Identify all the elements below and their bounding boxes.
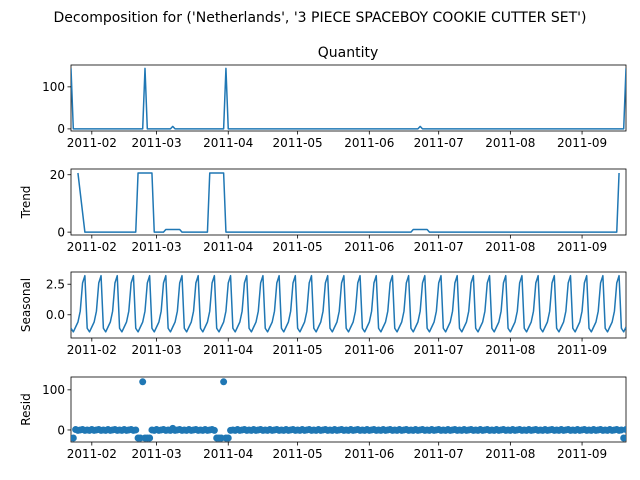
resid-point	[139, 378, 147, 386]
resid-point	[146, 434, 154, 442]
seasonal-axes-frame	[70, 271, 627, 339]
resid-point	[224, 434, 232, 442]
resid-ytick-label: 0	[57, 423, 65, 437]
resid-xtick-label: 2011-02	[67, 447, 117, 461]
trend-series-line	[77, 172, 620, 233]
resid-xtick-label: 2011-08	[485, 447, 535, 461]
resid-point	[210, 426, 218, 434]
seasonal-xtick-label: 2011-02	[67, 343, 117, 357]
resid-point	[71, 434, 77, 442]
seasonal-xtick-label: 2011-06	[344, 343, 394, 357]
resid-point	[220, 378, 228, 386]
observed-panel: 2011-02 2011-03 2011-04 2011-05 2011-06 2011-…	[42, 64, 627, 150]
seasonal-xtick-label: 2011-03	[131, 343, 181, 357]
trend-xtick-label: 2011-03	[131, 240, 181, 254]
decomposition-panels: 2011-02 2011-03 2011-04 2011-05 2011-06 2011-…	[19, 64, 627, 461]
trend-ylabel: Trend	[19, 186, 33, 220]
trend-xtick-label: 2011-02	[67, 240, 117, 254]
seasonal-series-line	[71, 274, 626, 333]
trend-xtick-label: 2011-05	[273, 240, 323, 254]
trend-ytick-label: 20	[50, 168, 65, 182]
seasonal-ytick-label: 2.5	[46, 278, 65, 292]
resid-xtick-label: 2011-05	[273, 447, 323, 461]
observed-xtick-label: 2011-07	[414, 136, 464, 150]
seasonal-xtick-label: 2011-07	[414, 343, 464, 357]
resid-point	[620, 434, 626, 442]
observed-panel-title: Quantity	[318, 45, 379, 61]
seasonal-ytick-label: 0.0	[46, 308, 65, 322]
trend-xtick-label: 2011-04	[203, 240, 253, 254]
observed-xtick-label: 2011-02	[67, 136, 117, 150]
resid-axes-frame	[70, 376, 627, 443]
seasonal-xtick-label: 2011-08	[485, 343, 535, 357]
resid-xtick-label: 2011-06	[344, 447, 394, 461]
trend-xtick-label: 2011-09	[557, 240, 607, 254]
trend-ytick-label: 0	[57, 225, 65, 239]
seasonal-xtick-label: 2011-09	[557, 343, 607, 357]
resid-point	[132, 426, 140, 434]
seasonal-xtick-label: 2011-04	[203, 343, 253, 357]
trend-panel: 2011-02 2011-03 2011-04 2011-05 2011-06 2011-…	[19, 168, 627, 254]
resid-panel: 2011-02 2011-03 2011-04 2011-05 2011-06 2011-…	[19, 376, 627, 461]
observed-xtick-label: 2011-04	[203, 136, 253, 150]
trend-xtick-label: 2011-06	[344, 240, 394, 254]
resid-xtick-label: 2011-04	[203, 447, 253, 461]
observed-xtick-label: 2011-08	[485, 136, 535, 150]
seasonal-panel: 2011-02 2011-03 2011-04 2011-05 2011-06 2011-…	[19, 271, 627, 357]
observed-axes-frame	[70, 64, 627, 132]
trend-axes-frame	[70, 168, 627, 236]
resid-ylabel: Resid	[19, 393, 33, 425]
resid-xtick-label: 2011-07	[414, 447, 464, 461]
seasonal-xtick-label: 2011-05	[273, 343, 323, 357]
observed-xtick-label: 2011-06	[344, 136, 394, 150]
seasonal-ylabel: Seasonal	[19, 278, 33, 332]
observed-series-line	[71, 67, 626, 130]
observed-xtick-label: 2011-03	[131, 136, 181, 150]
observed-ytick-label: 0	[57, 122, 65, 136]
observed-xtick-label: 2011-05	[273, 136, 323, 150]
resid-xtick-label: 2011-03	[131, 447, 181, 461]
resid-xtick-label: 2011-09	[557, 447, 607, 461]
resid-point	[622, 426, 626, 434]
trend-xtick-label: 2011-07	[414, 240, 464, 254]
observed-xtick-label: 2011-09	[557, 136, 607, 150]
observed-ytick-label: 100	[42, 80, 65, 94]
resid-ytick-label: 100	[42, 383, 65, 397]
trend-xtick-label: 2011-08	[485, 240, 535, 254]
figure-suptitle: Decomposition for ('Netherlands', '3 PIE…	[54, 10, 587, 26]
